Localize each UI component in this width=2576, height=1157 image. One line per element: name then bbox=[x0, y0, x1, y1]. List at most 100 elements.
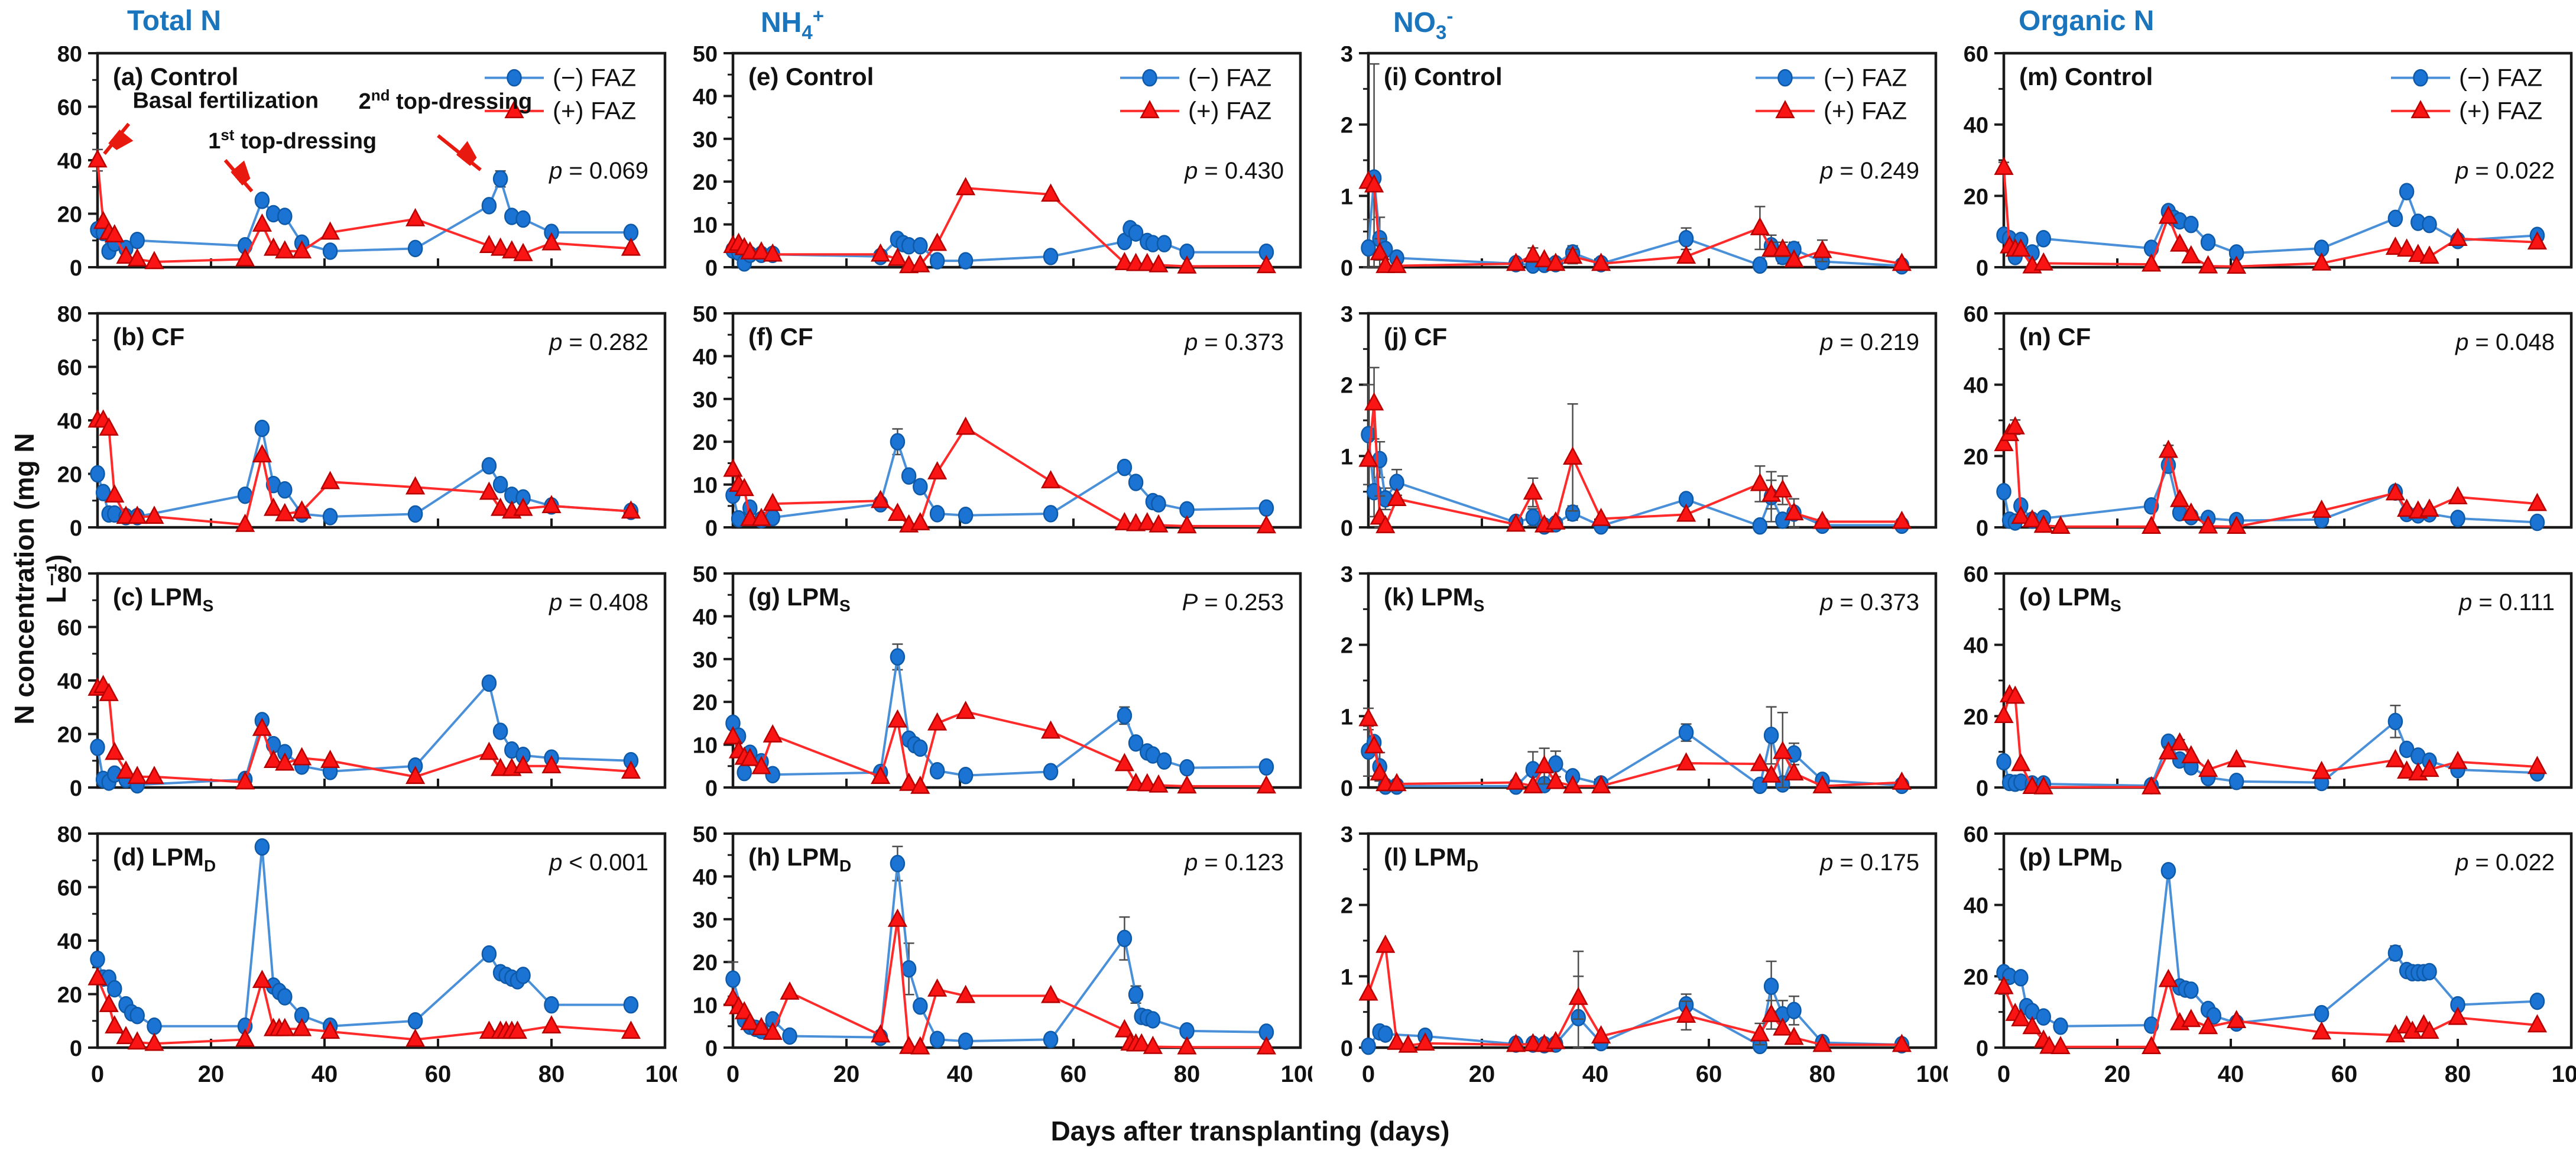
column-title-nh4: NH4+ bbox=[761, 5, 824, 44]
svg-text:0: 0 bbox=[70, 516, 82, 541]
panel-p: 0 20 40 60 0 20 40 60 80 100 (p) LPMD p = 0.022 bbox=[1957, 822, 2576, 1152]
svg-text:0: 0 bbox=[1341, 776, 1353, 801]
p-value: p = 0.430 bbox=[1184, 158, 1284, 184]
svg-text:100: 100 bbox=[1281, 1061, 1312, 1087]
svg-text:60: 60 bbox=[57, 356, 82, 381]
svg-text:10: 10 bbox=[693, 213, 718, 238]
svg-text:20: 20 bbox=[57, 203, 82, 228]
annotation-text: 1st​ top-dressing bbox=[208, 126, 377, 154]
panel-label: (d) LPMD bbox=[113, 843, 216, 875]
svg-text:80: 80 bbox=[57, 566, 82, 587]
svg-text:2: 2 bbox=[1341, 114, 1353, 138]
axis-ticks: 0 1 2 3 0 20 40 60 80 100 bbox=[1341, 822, 1956, 1087]
svg-text:40: 40 bbox=[693, 865, 718, 890]
legend: (−) FAZ (+) FAZ bbox=[1756, 64, 1907, 125]
svg-text:60: 60 bbox=[2331, 1061, 2358, 1087]
panel-k: 0 1 2 3 (k) LPMS p = 0.373 bbox=[1321, 562, 1948, 829]
svg-text:0: 0 bbox=[1341, 256, 1353, 281]
column-title-text: 4 bbox=[802, 21, 813, 43]
panel-label: (k) LPMS bbox=[1384, 583, 1484, 615]
svg-text:40: 40 bbox=[1964, 634, 1988, 659]
series-plus-faz bbox=[723, 177, 1276, 274]
panel-l: 0 1 2 3 0 20 40 60 80 100 (l) LPMD p = 0.175 bbox=[1321, 822, 1956, 1152]
series-minus-faz bbox=[725, 643, 1274, 785]
panel-g: 0 10 20 30 40 50 (g) LPMS P = 0.253 bbox=[686, 562, 1312, 829]
series-minus-faz bbox=[1996, 704, 2545, 795]
panel-d: 0 20 40 60 80 0 20 40 60 80 100 (d) LPMD p < 0.001 bbox=[50, 822, 685, 1152]
annotations: Basal fertilization 1st​ top-dressing 2nd​… bbox=[103, 86, 532, 193]
svg-text:3: 3 bbox=[1341, 46, 1353, 67]
column-title-text: 3 bbox=[1436, 21, 1447, 43]
legend: (−) FAZ (+) FAZ bbox=[1120, 64, 1271, 125]
svg-text:100: 100 bbox=[1916, 1061, 1948, 1087]
svg-text:30: 30 bbox=[693, 388, 718, 413]
axis-ticks: 0 20 40 60 80 0 20 40 60 80 100 bbox=[57, 822, 685, 1087]
svg-text:60: 60 bbox=[1964, 566, 1988, 587]
svg-text:40: 40 bbox=[57, 669, 82, 694]
panel-l-chart: 0 1 2 3 0 20 40 60 80 100 (l) LPMD p = 0.175 bbox=[1341, 822, 1956, 1087]
panel-label: (f) CF bbox=[748, 323, 813, 351]
series-plus-faz bbox=[87, 148, 641, 270]
panel-h-chart: 0 10 20 30 40 50 0 20 40 60 80 100 (h) LPMD p = 0.123 bbox=[693, 822, 1321, 1087]
svg-text:20: 20 bbox=[198, 1061, 225, 1087]
svg-text:30: 30 bbox=[693, 908, 718, 933]
svg-text:60: 60 bbox=[1696, 1061, 1722, 1087]
axis-ticks: 0 10 20 30 40 50 bbox=[693, 42, 1302, 281]
svg-text:30: 30 bbox=[693, 128, 718, 153]
svg-text:60: 60 bbox=[1964, 46, 1988, 67]
svg-text:0: 0 bbox=[1976, 516, 1988, 541]
column-title-text: Total N bbox=[127, 5, 222, 37]
legend-label: (−) FAZ bbox=[1824, 64, 1907, 92]
svg-text:60: 60 bbox=[425, 1061, 452, 1087]
panel-label: (i) Control bbox=[1384, 63, 1503, 90]
series-plus-faz bbox=[723, 701, 1276, 794]
svg-text:50: 50 bbox=[693, 827, 718, 847]
svg-text:0: 0 bbox=[70, 776, 82, 801]
svg-text:1: 1 bbox=[1341, 965, 1353, 990]
svg-text:80: 80 bbox=[1174, 1061, 1201, 1087]
panel-label: (l) LPMD bbox=[1384, 843, 1478, 875]
svg-text:100: 100 bbox=[645, 1061, 677, 1087]
panel-label: (h) LPMD bbox=[748, 843, 851, 875]
panel-o: 0 20 40 60 (o) LPMS p = 0.111 bbox=[1957, 562, 2576, 829]
svg-text:20: 20 bbox=[2104, 1061, 2131, 1087]
series-plus-faz bbox=[1358, 707, 1912, 793]
panel-i-chart: 0 1 2 3 (i) Control p = 0.249 (−) FAZ (+) FAZ bbox=[1341, 42, 1938, 281]
svg-text:3: 3 bbox=[1341, 827, 1353, 847]
axis-ticks: 0 1 2 3 bbox=[1341, 562, 1938, 801]
svg-text:80: 80 bbox=[57, 306, 82, 327]
column-title-text: Organic N bbox=[2019, 5, 2155, 37]
series-minus-faz bbox=[90, 674, 639, 794]
legend-label: (+) FAZ bbox=[553, 97, 636, 125]
svg-text:0: 0 bbox=[1341, 1036, 1353, 1061]
p-value: p = 0.022 bbox=[2455, 158, 2555, 184]
legend-label: (+) FAZ bbox=[2459, 97, 2542, 125]
svg-text:0: 0 bbox=[91, 1061, 104, 1087]
svg-text:60: 60 bbox=[57, 876, 82, 901]
panel-label: (j) CF bbox=[1384, 323, 1447, 351]
p-value: p = 0.111 bbox=[2458, 589, 2555, 615]
svg-text:40: 40 bbox=[1964, 114, 1988, 138]
svg-text:40: 40 bbox=[57, 409, 82, 434]
svg-text:20: 20 bbox=[1964, 965, 1988, 990]
svg-text:20: 20 bbox=[693, 951, 718, 975]
svg-text:1: 1 bbox=[1341, 184, 1353, 209]
svg-text:20: 20 bbox=[833, 1061, 860, 1087]
svg-text:40: 40 bbox=[57, 149, 82, 174]
svg-text:60: 60 bbox=[1964, 827, 1988, 847]
svg-text:3: 3 bbox=[1341, 306, 1353, 327]
legend-label: (−) FAZ bbox=[2459, 64, 2542, 92]
svg-text:0: 0 bbox=[70, 256, 82, 281]
panel-label: (c) LPMS bbox=[113, 583, 213, 615]
svg-text:2: 2 bbox=[1341, 634, 1353, 659]
svg-text:40: 40 bbox=[312, 1061, 338, 1087]
panel-o-chart: 0 20 40 60 (o) LPMS p = 0.111 bbox=[1964, 562, 2573, 801]
column-title-text: NO bbox=[1393, 7, 1436, 38]
panel-label: (e) Control bbox=[748, 63, 874, 90]
svg-text:20: 20 bbox=[1964, 705, 1988, 730]
svg-text:20: 20 bbox=[57, 723, 82, 748]
axis-ticks: 0 20 40 60 bbox=[1964, 302, 2573, 541]
svg-text:2: 2 bbox=[1341, 894, 1353, 919]
panel-f: 0 10 20 30 40 50 (f) CF p = 0.373 bbox=[686, 302, 1312, 569]
svg-text:0: 0 bbox=[705, 776, 718, 801]
